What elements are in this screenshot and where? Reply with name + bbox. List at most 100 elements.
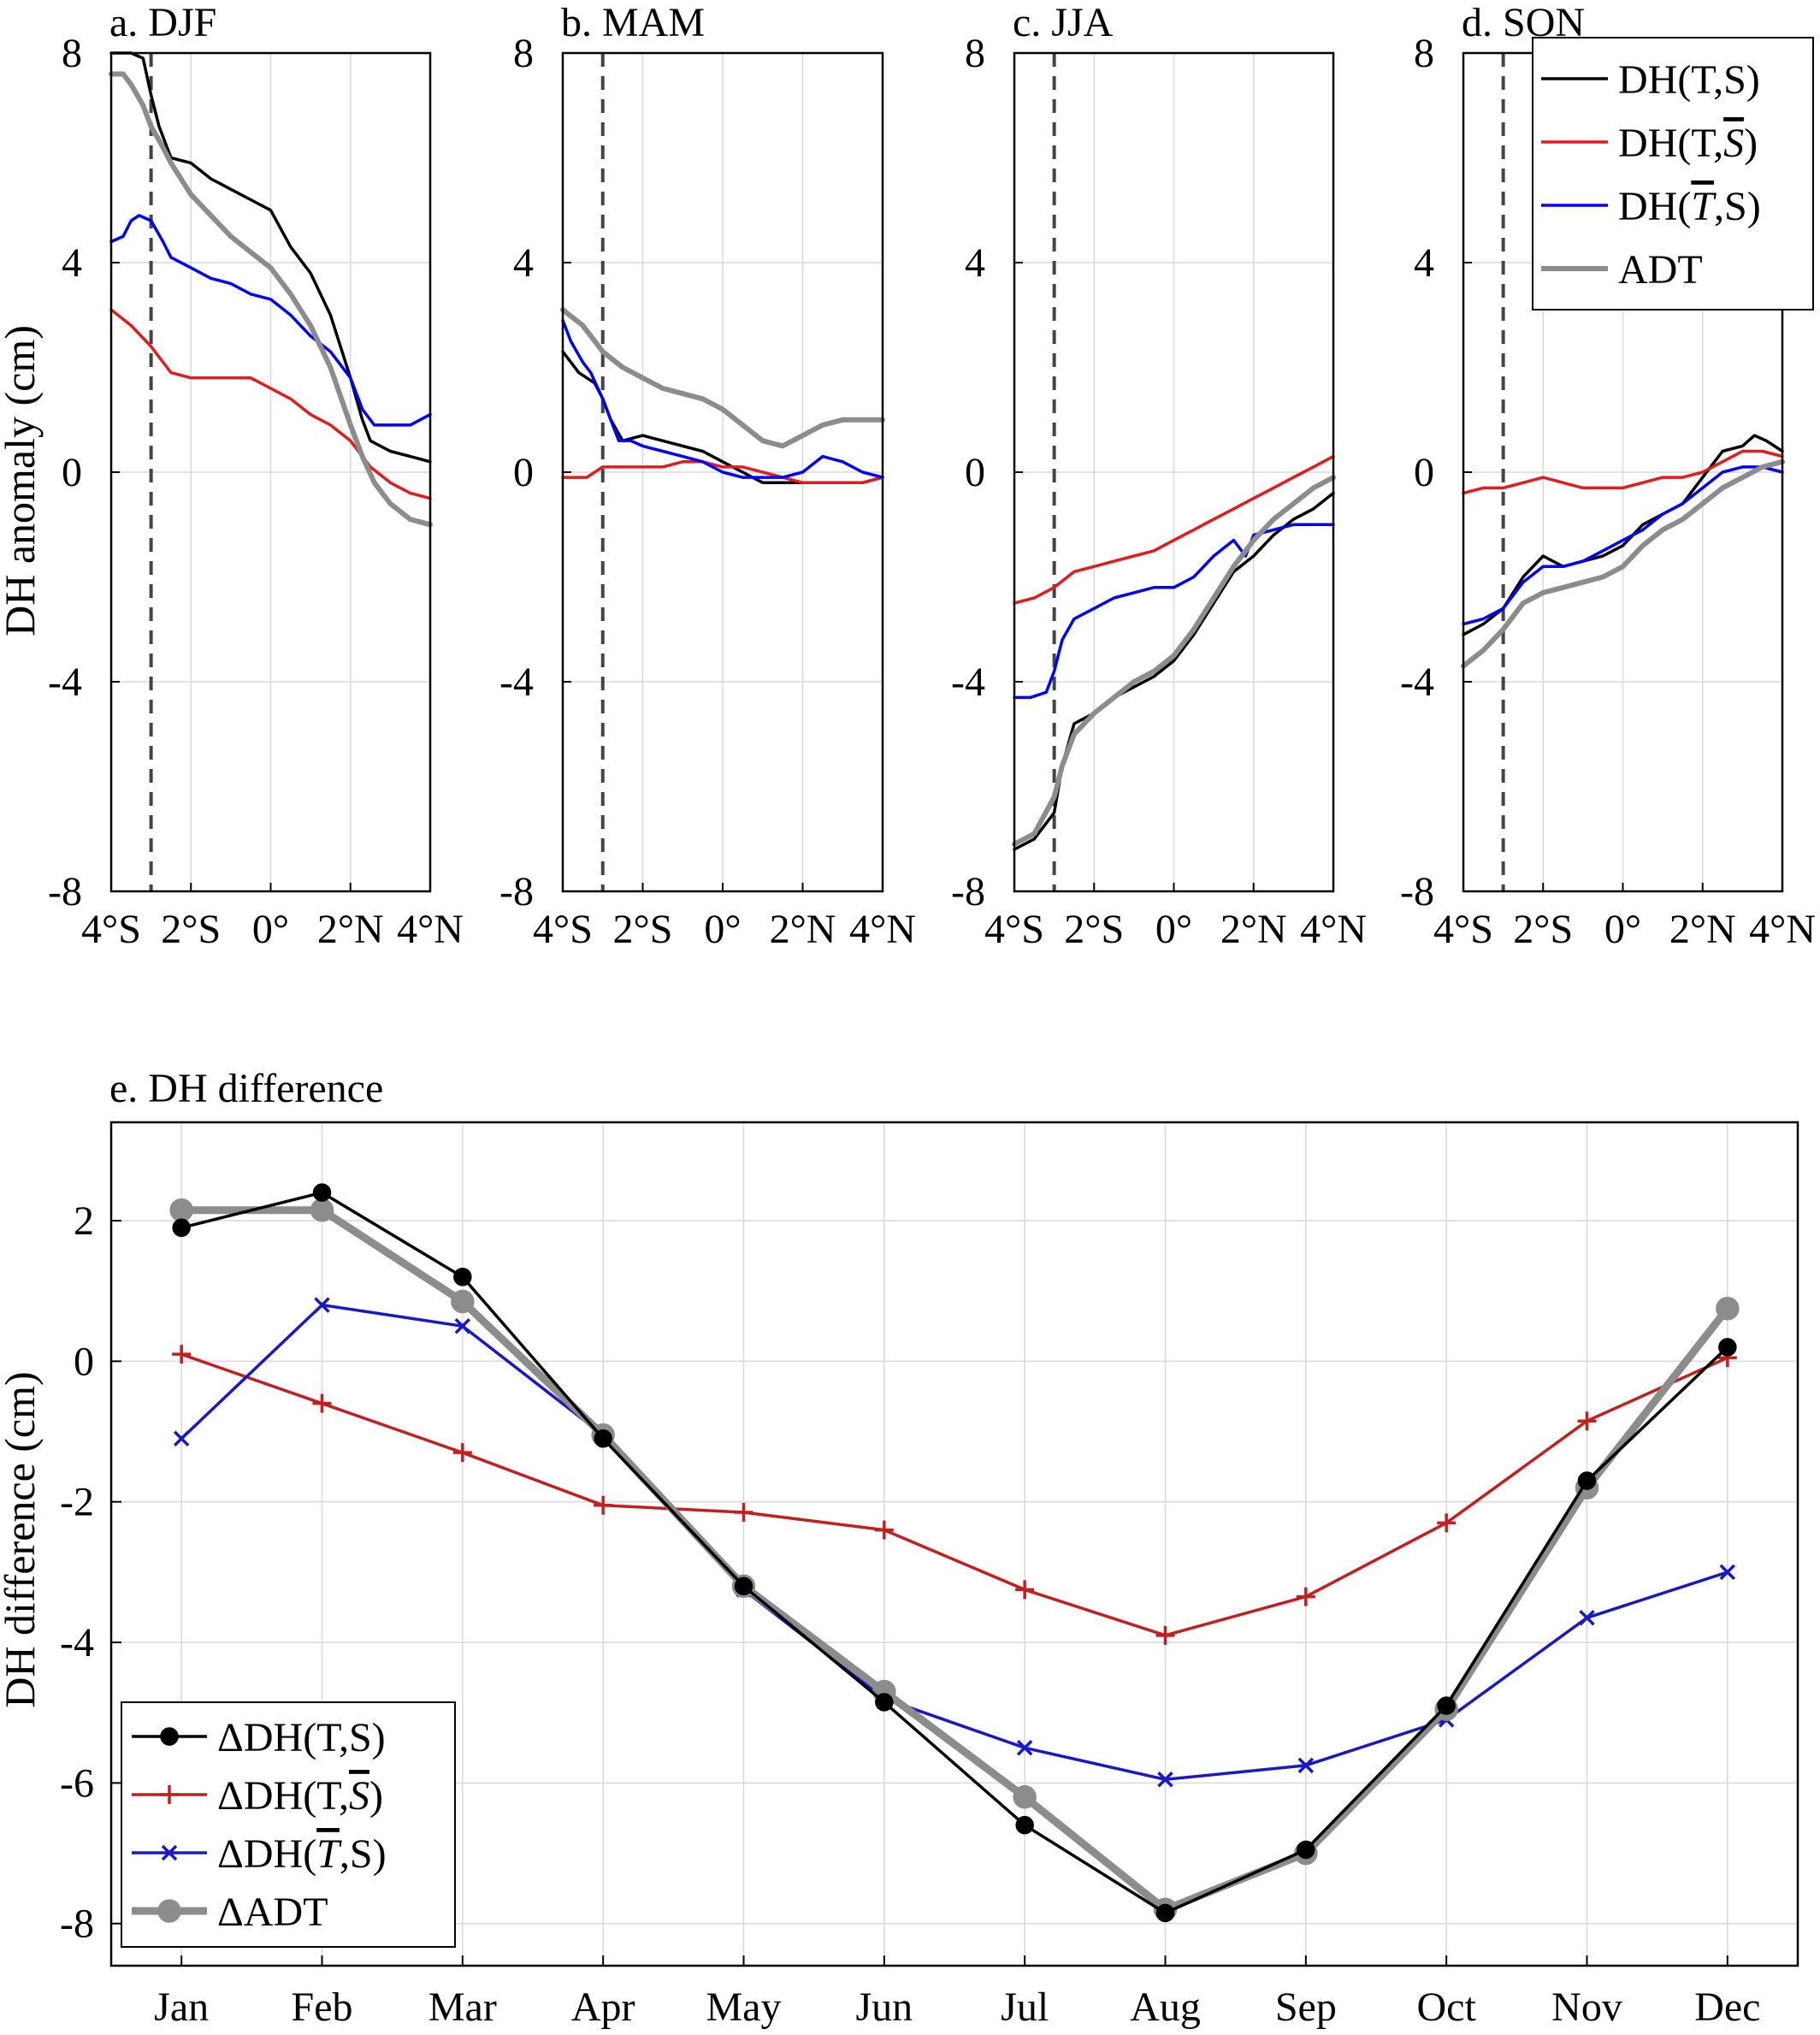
legend: DH(T,S) DH(T,S) DH(T,S) ADT	[1532, 37, 1814, 311]
marker-dh-t-s	[1577, 1471, 1597, 1490]
marker-adt	[1013, 1785, 1037, 1809]
marker-dh-t-s	[1015, 1815, 1034, 1835]
x-tick-label: Mar	[428, 1985, 497, 2030]
y-tick-label: 8	[513, 31, 534, 76]
y-tick-label: -8	[499, 869, 534, 914]
ylabel-top: DH anomaly (cm)	[0, 325, 44, 636]
x-tick-label: 4°N	[397, 907, 464, 952]
ylabel-bottom: DH difference (cm)	[0, 1371, 44, 1707]
y-tick-label: 2	[74, 1198, 94, 1244]
marker-dh-t-s	[1579, 1610, 1595, 1626]
y-tick-label: 8	[965, 31, 985, 76]
x-tick-label: Nov	[1551, 1985, 1622, 2030]
axes-frame	[109, 1121, 1799, 1967]
x-tick-label: 4°N	[1300, 907, 1367, 952]
y-tick-label: -4	[60, 1620, 94, 1665]
marker-dh-t-s	[453, 1268, 472, 1287]
series-line-dh-t-s	[180, 1352, 1728, 1637]
legend-marker-dh-t-s	[160, 1727, 179, 1746]
y-tick-label: -8	[1400, 869, 1434, 914]
marker-dh-t-s	[1577, 1411, 1597, 1431]
legend-label: DH(T,S)	[1618, 57, 1760, 103]
series-line-adt	[560, 307, 885, 449]
series-line-adt	[1012, 475, 1336, 847]
y-tick-label: -4	[1400, 660, 1434, 705]
marker-adt	[169, 1198, 193, 1222]
marker-dh-t-s	[1718, 1338, 1737, 1357]
marker-dh-t-s	[172, 1218, 191, 1237]
y-tick-label: 0	[62, 450, 82, 495]
y-tick-label: 0	[74, 1339, 94, 1384]
x-tick-label: 4°S	[984, 907, 1044, 952]
marker-dh-t-s	[1297, 1840, 1315, 1860]
marker-dh-t-s	[454, 1318, 471, 1334]
x-tick-label: May	[706, 1985, 782, 2030]
marker-dh-t-s	[312, 1183, 332, 1202]
series-line-dh-t-s	[180, 1303, 1728, 1782]
x-tick-label: Aug	[1130, 1985, 1201, 2030]
marker-adt	[1716, 1296, 1740, 1321]
legend-marker-adt	[157, 1899, 181, 1923]
x-tick-label: 2°S	[613, 907, 673, 952]
x-tick-label: 0°	[252, 907, 289, 952]
y-tick-label: -8	[951, 869, 985, 914]
x-tick-label: Feb	[292, 1985, 353, 2030]
marker-dh-t-s	[1296, 1587, 1315, 1606]
legend-marker-dh-t-s	[160, 1785, 179, 1804]
series-line-dh-t-s	[1462, 465, 1784, 626]
marker-dh-t-s	[172, 1345, 192, 1364]
legend-label: ΔADT	[217, 1890, 328, 1935]
y-tick-label: 0	[1414, 450, 1434, 495]
series-line-dh-t-s	[1462, 449, 1784, 495]
series-line-adt	[109, 71, 433, 528]
y-tick-label: 0	[965, 450, 985, 495]
y-tick-label: 0	[513, 450, 534, 495]
x-tick-label: 2°N	[770, 907, 836, 952]
x-tick-label: 0°	[1155, 907, 1192, 952]
x-tick-label: 4°S	[81, 907, 141, 952]
legend-marker-dh-t-s	[161, 1844, 178, 1861]
y-tick-label: -4	[951, 660, 985, 705]
x-tick-label: Sep	[1275, 1985, 1337, 2030]
panel-title: e. DH difference	[109, 1066, 383, 1111]
marker-dh-t-s	[874, 1520, 894, 1540]
series-line-dh-t-s	[109, 214, 432, 427]
y-tick-label: 4	[965, 240, 985, 286]
marker-adt	[310, 1198, 334, 1222]
series-line-dh-t-s	[180, 1191, 1729, 1915]
x-tick-label: 2°N	[1220, 907, 1287, 952]
legend-label: ΔDH(T,S)	[217, 1773, 383, 1819]
legend: ΔDH(T,S) ΔDH(T,S) ΔDH(T,S) ΔADT	[121, 1701, 456, 1948]
series-line-dh-t-s	[1013, 454, 1335, 605]
x-tick-label: 4°N	[1749, 907, 1816, 952]
marker-dh-t-s	[1437, 1696, 1456, 1715]
y-tick-label: -6	[60, 1760, 94, 1806]
y-tick-label: -2	[60, 1480, 94, 1525]
x-tick-label: Apr	[571, 1985, 635, 2030]
y-tick-label: 4	[1414, 240, 1434, 286]
panel-b-mam: -8 -4 0 4 8 4°S 2°S 0° 2°N 4°N b. MAM	[499, 0, 916, 952]
x-tick-label: 2°S	[161, 907, 221, 952]
marker-dh-t-s	[594, 1495, 613, 1515]
legend-label: DH(T,S)	[1618, 121, 1758, 166]
y-tick-label: -8	[60, 1902, 94, 1947]
marker-dh-t-s	[1719, 1564, 1736, 1581]
marker-dh-t-s	[1155, 1903, 1175, 1923]
x-tick-label: 4°S	[1433, 907, 1493, 952]
x-tick-label: Jun	[855, 1985, 913, 2030]
marker-dh-t-s	[1015, 1580, 1035, 1600]
marker-dh-t-s	[173, 1430, 190, 1446]
marker-dh-t-s	[452, 1443, 472, 1463]
x-tick-label: 4°N	[849, 907, 916, 952]
marker-dh-t-s	[734, 1577, 753, 1596]
panel-a-djf: -8 -4 0 4 8 4°S 2°S 0° 2°N 4°N a. DJF	[48, 0, 464, 952]
marker-dh-t-s	[314, 1297, 330, 1313]
series-line-dh-t-s	[561, 318, 884, 479]
series-line-dh-t-s	[109, 308, 432, 500]
marker-dh-t-s	[875, 1693, 894, 1712]
marker-dh-t-s	[1157, 1772, 1173, 1788]
x-tick-label: 2°S	[1513, 907, 1573, 952]
marker-dh-t-s	[1297, 1757, 1315, 1774]
series-line-dh-t-s	[561, 460, 884, 485]
